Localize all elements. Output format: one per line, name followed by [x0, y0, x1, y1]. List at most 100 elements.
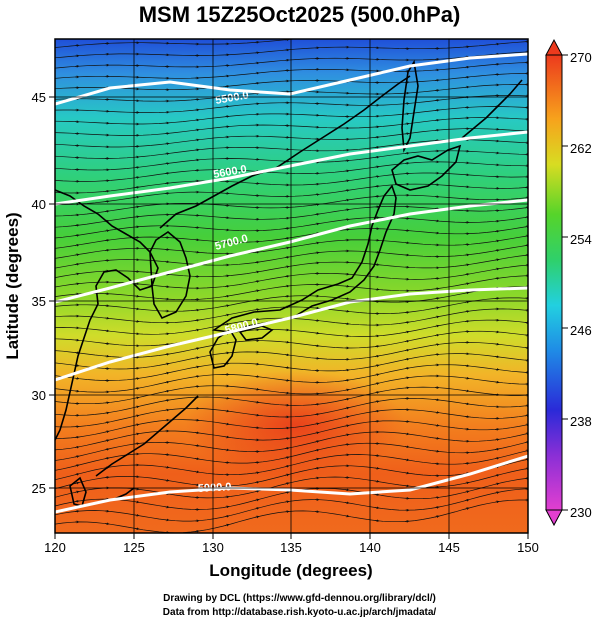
wind-arrow [314, 457, 320, 461]
wind-arrow [74, 253, 80, 257]
contour-label-5600: 5600.0 [212, 163, 247, 181]
wind-arrow [254, 318, 260, 321]
wind-arrow [434, 287, 440, 291]
wind-arrow [344, 297, 350, 301]
coastline-hokkaido [391, 144, 462, 191]
contour-5800 [55, 286, 528, 382]
wind-arrow [524, 215, 528, 219]
wind-arrow [224, 514, 230, 518]
wind-arrow [524, 414, 528, 417]
wind-arrow [494, 239, 500, 243]
wind-arrow [254, 413, 260, 417]
wind-arrow [314, 331, 320, 335]
wind-arrow [374, 466, 380, 470]
wind-arrow [104, 411, 110, 415]
wind-arrow [404, 330, 410, 334]
coastline-kyushu [209, 328, 237, 369]
wind-arrow [314, 251, 320, 255]
colorbar-tick-label: 238 [570, 414, 592, 429]
wind-arrow [314, 412, 320, 416]
map-figure: 5900.0 5800.0 5700.0 5600.0 5500.0 120 1… [3, 38, 592, 580]
wind-arrow [434, 297, 440, 300]
wind-arrow [344, 378, 350, 382]
wind-arrow [524, 225, 528, 229]
y-tick-label: 30 [32, 388, 46, 403]
wind-arrow [224, 523, 230, 527]
wind-arrow [104, 439, 110, 442]
wind-arrow [164, 181, 170, 185]
wind-arrow [224, 422, 230, 426]
wind-arrow [494, 229, 500, 233]
wind-arrow [374, 493, 380, 496]
wind-arrow [434, 108, 440, 112]
wind-arrow [224, 435, 230, 439]
wind-arrow [74, 272, 80, 276]
wind-arrow [194, 328, 200, 332]
wind-arrow [524, 423, 528, 427]
colorbar-max-arrow [545, 38, 563, 56]
wind-arrow [434, 306, 440, 310]
wind-arrow [464, 415, 470, 418]
wind-arrow [194, 375, 200, 378]
wind-arrow [404, 432, 410, 436]
wind-arrow [284, 500, 290, 504]
coastline-shikoku [238, 325, 274, 341]
colorbar-min-arrow [545, 509, 563, 527]
wind-arrow [434, 99, 440, 102]
wind-arrow [284, 353, 290, 357]
wind-arrow [374, 185, 380, 188]
wind-arrow [434, 436, 440, 440]
wind-arrow [104, 239, 110, 242]
y-tick-label: 35 [32, 294, 46, 309]
wind-arrow [164, 172, 170, 175]
wind-arrow [164, 371, 170, 375]
wind-arrow [254, 289, 260, 293]
y-tick-label: 40 [32, 197, 46, 212]
wind-arrow [284, 456, 290, 459]
x-axis-label: Longitude (degrees) [209, 561, 372, 580]
wind-arrow [374, 175, 380, 178]
wind-arrow [74, 243, 80, 247]
wind-arrow [134, 500, 140, 504]
wind-arrow [374, 400, 380, 403]
wind-arrow [464, 310, 470, 313]
warm-core-area [185, 370, 405, 480]
wind-arrow [194, 457, 200, 461]
wind-arrow [224, 294, 230, 298]
wind-arrow [314, 422, 320, 426]
wind-arrow [194, 431, 200, 435]
wind-arrow [404, 445, 410, 449]
wind-arrow [404, 367, 410, 370]
wind-arrow [224, 505, 230, 509]
wind-arrow [314, 222, 320, 226]
wind-arrow [74, 473, 80, 476]
wind-arrow [134, 513, 140, 517]
wind-arrow [434, 449, 440, 453]
wind-arrow [494, 491, 500, 495]
wind-arrow [494, 500, 500, 504]
wind-arrow [404, 151, 410, 155]
wind-arrow [224, 341, 230, 345]
wind-arrow [164, 142, 170, 146]
wind-arrow [104, 448, 110, 451]
wind-arrow [134, 205, 140, 209]
wind-arrow [374, 373, 380, 377]
wind-arrow [524, 467, 528, 471]
wind-arrow [284, 265, 290, 269]
y-tick-label: 45 [32, 90, 46, 105]
wind-arrow [74, 234, 80, 237]
wind-arrow [164, 162, 170, 165]
wind-arrow [464, 273, 470, 276]
wind-arrow [494, 474, 500, 477]
wind-arrow [104, 421, 110, 424]
wind-arrow [224, 313, 230, 317]
wind-arrow [404, 122, 410, 126]
wind-arrow [284, 482, 290, 485]
x-tick-marks [54, 533, 529, 539]
wind-arrow [494, 447, 500, 451]
wind-arrow [524, 449, 528, 453]
wind-arrow [344, 179, 350, 183]
wind-arrow [374, 479, 380, 483]
x-tick-label: 140 [359, 540, 381, 555]
wind-arrow [164, 518, 170, 522]
